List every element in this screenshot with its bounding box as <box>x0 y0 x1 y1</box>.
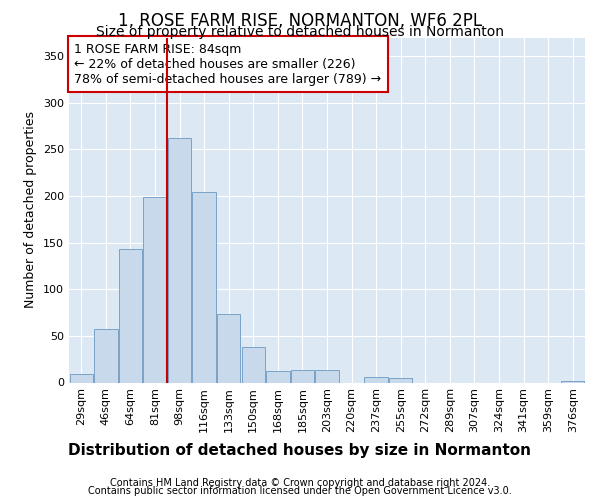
Bar <box>70 374 93 382</box>
Text: 1, ROSE FARM RISE, NORMANTON, WF6 2PL: 1, ROSE FARM RISE, NORMANTON, WF6 2PL <box>118 12 482 30</box>
Text: Size of property relative to detached houses in Normanton: Size of property relative to detached ho… <box>96 25 504 39</box>
Bar <box>217 314 241 382</box>
Y-axis label: Number of detached properties: Number of detached properties <box>25 112 37 308</box>
Bar <box>119 249 142 382</box>
Bar <box>143 197 167 382</box>
Text: Contains HM Land Registry data © Crown copyright and database right 2024.: Contains HM Land Registry data © Crown c… <box>110 478 490 488</box>
Bar <box>266 372 290 382</box>
Text: 1 ROSE FARM RISE: 84sqm
← 22% of detached houses are smaller (226)
78% of semi-d: 1 ROSE FARM RISE: 84sqm ← 22% of detache… <box>74 42 381 86</box>
Bar <box>561 380 584 382</box>
Bar <box>389 378 412 382</box>
Bar <box>242 347 265 382</box>
Bar <box>364 377 388 382</box>
Bar <box>193 192 216 382</box>
Text: Distribution of detached houses by size in Normanton: Distribution of detached houses by size … <box>68 442 532 458</box>
Bar <box>168 138 191 382</box>
Text: Contains public sector information licensed under the Open Government Licence v3: Contains public sector information licen… <box>88 486 512 496</box>
Bar <box>291 370 314 382</box>
Bar <box>94 330 118 382</box>
Bar <box>316 370 338 382</box>
